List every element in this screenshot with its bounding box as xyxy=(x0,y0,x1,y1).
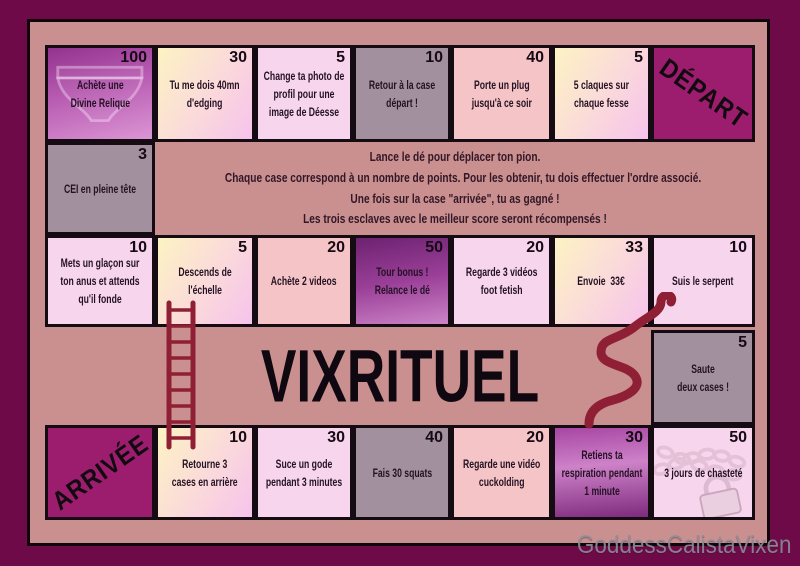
cell-photo-profil: 5 Change ta photo de profil pour une ima… xyxy=(255,45,353,142)
watermark: GoddessCalistaVixen xyxy=(577,531,792,559)
cell-points: 20 xyxy=(327,239,345,256)
cell-points: 10 xyxy=(129,239,147,256)
instruction-line: Chaque case correspond à un nombre de po… xyxy=(224,169,702,185)
snake-icon xyxy=(584,292,677,429)
cell-tour-bonus: 50 Tour bonus ! Relance le dé xyxy=(353,235,451,327)
panties-icon xyxy=(56,66,144,123)
cell-points: 10 xyxy=(729,239,747,256)
cell-text: Retiens ta respiration pendant 1 minute xyxy=(561,447,642,498)
padlock-chain-icon xyxy=(654,445,747,517)
instruction-line: Lance le dé pour déplacer ton pion. xyxy=(369,149,541,164)
cell-text: CEI en pleine tête xyxy=(63,181,137,196)
board-instructions: Lance le dé pour déplacer ton pion. Chaq… xyxy=(224,147,702,230)
cell-chastete: 50 3 jours de chasteté xyxy=(651,425,755,520)
cell-arrivee-corner: ARRIVÉE xyxy=(45,425,155,520)
cell-serpent: 10 Suis le serpent xyxy=(651,235,755,327)
ladder-icon xyxy=(166,300,196,450)
cell-points: 10 xyxy=(229,429,247,446)
cell-points: 40 xyxy=(526,49,544,66)
cell-text: Tu me dois 40mn d'edging xyxy=(170,77,240,110)
cell-edging: 30 Tu me dois 40mn d'edging xyxy=(155,45,255,142)
cell-claques: 5 5 claques sur chaque fesse xyxy=(552,45,651,142)
cell-text: Change ta photo de profil pour une image… xyxy=(263,68,345,119)
cell-gode: 30 Suce un gode pendant 3 minutes xyxy=(255,425,353,520)
cell-points: 3 xyxy=(138,146,147,163)
cell-text: Porte un plug jusqu'à ce soir xyxy=(471,77,532,110)
cell-points: 20 xyxy=(526,429,544,446)
cell-divine-relique: 100 Achète une Divine Relique xyxy=(45,45,155,142)
instruction-line: Les trois esclaves avec le meilleur scor… xyxy=(303,211,607,227)
cell-glacon: 10 Mets un glaçon sur ton anus et attend… xyxy=(45,235,155,327)
cell-points: 30 xyxy=(327,429,345,446)
cell-points: 50 xyxy=(729,429,747,446)
cell-cei: 3 CEI en pleine tête xyxy=(45,142,155,235)
board-title: VIXRITUEL xyxy=(260,334,540,418)
cell-foot-fetish: 20 Regarde 3 vidéos foot fetish xyxy=(451,235,552,327)
cell-envoie: 33 Envoie 33€ xyxy=(552,235,651,327)
cell-points: 50 xyxy=(425,239,443,256)
cell-points: 5 xyxy=(238,239,247,256)
cell-depart-corner: DÉPART xyxy=(651,45,755,142)
cell-text: Envoie 33€ xyxy=(577,274,626,288)
cell-retour-depart: 10 Retour à la case départ ! xyxy=(353,45,451,142)
cell-text: Saute deux cases ! xyxy=(677,361,729,394)
cell-text: Mets un glaçon sur ton anus et attends q… xyxy=(60,256,140,306)
cell-text: Retour à la case départ ! xyxy=(368,77,436,110)
cell-points: 10 xyxy=(425,49,443,66)
cell-points: 40 xyxy=(425,429,443,446)
cell-text: Fais 30 squats xyxy=(372,465,432,480)
cell-points: 5 xyxy=(634,49,643,66)
cell-text: Suce un gode pendant 3 minutes xyxy=(265,456,343,489)
cell-points: 20 xyxy=(526,239,544,256)
cell-text: 3 jours de chasteté xyxy=(663,465,743,480)
cell-deux-videos: 20 Achète 2 videos xyxy=(255,235,353,327)
cell-saute: 5 Saute deux cases ! xyxy=(651,330,755,425)
arrivee-label: ARRIVÉE xyxy=(45,428,154,517)
cell-text: Suis le serpent xyxy=(672,274,734,288)
depart-label: DÉPART xyxy=(653,52,753,135)
cell-points: 5 xyxy=(336,49,345,66)
cell-cuckolding: 20 Regarde une vidéo cuckolding xyxy=(451,425,552,520)
cell-text: Descends de l'échelle xyxy=(178,265,232,297)
cell-points: 30 xyxy=(625,429,643,446)
cell-text: Achète une Divine Relique xyxy=(70,77,130,110)
cell-text: Retourne 3 cases en arrière xyxy=(172,456,238,489)
cell-plug: 40 Porte un plug jusqu'à ce soir xyxy=(451,45,552,142)
cell-text: Tour bonus ! Relance le dé xyxy=(374,265,430,297)
cell-text: Regarde 3 vidéos foot fetish xyxy=(465,265,538,297)
cell-text: 5 claques sur chaque fesse xyxy=(573,77,630,110)
cell-points: 30 xyxy=(229,49,247,66)
cell-respiration: 30 Retiens ta respiration pendant 1 minu… xyxy=(552,425,651,520)
cell-retourne: 10 Retourne 3 cases en arrière xyxy=(155,425,255,520)
cell-squats: 40 Fais 30 squats xyxy=(353,425,451,520)
cell-points: 33 xyxy=(625,239,643,256)
cell-points: 100 xyxy=(120,49,147,66)
cell-points: 5 xyxy=(738,334,747,351)
cell-text: Regarde une vidéo cuckolding xyxy=(462,456,541,489)
cell-text: Achète 2 videos xyxy=(271,274,337,288)
instruction-line: Une fois sur la case "arrivée", tu as ga… xyxy=(350,190,560,206)
